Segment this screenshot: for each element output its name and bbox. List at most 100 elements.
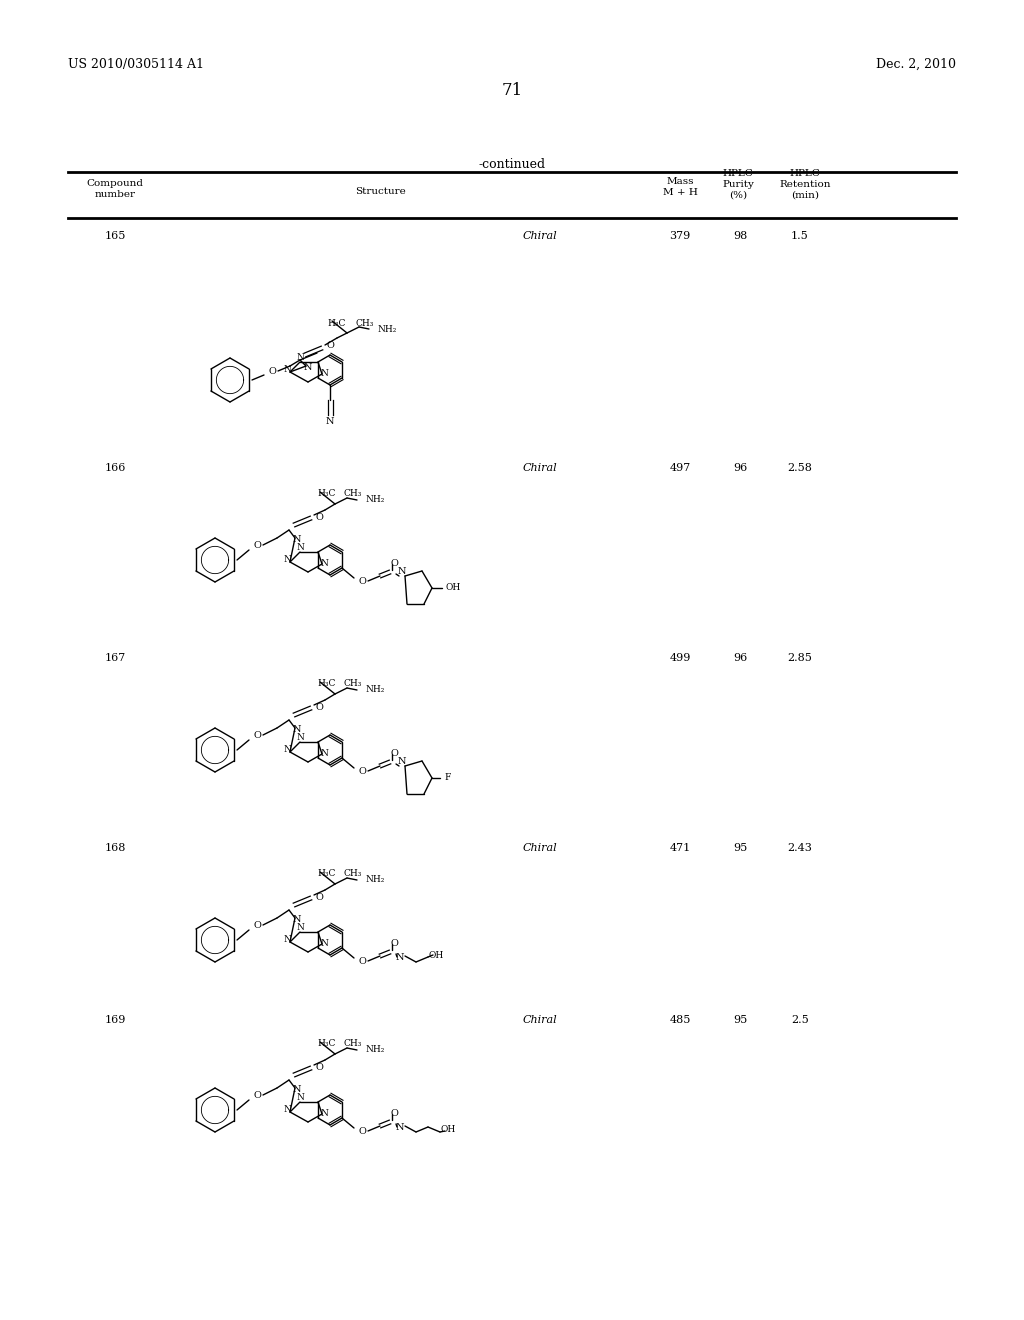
Text: O: O (253, 730, 261, 739)
Text: N: N (395, 953, 404, 961)
Text: O: O (253, 1090, 261, 1100)
Text: O: O (358, 767, 366, 776)
Text: N: N (321, 1109, 328, 1118)
Text: CH₃: CH₃ (355, 318, 374, 327)
Text: O: O (326, 342, 334, 351)
Text: N: N (304, 363, 312, 372)
Text: Mass: Mass (667, 177, 693, 186)
Text: O: O (390, 560, 398, 569)
Text: OH: OH (440, 1126, 456, 1134)
Text: (%): (%) (729, 191, 748, 201)
Text: F: F (444, 774, 451, 783)
Text: CH₃: CH₃ (343, 870, 361, 879)
Text: N: N (283, 936, 291, 945)
Text: 71: 71 (502, 82, 522, 99)
Text: 98: 98 (733, 231, 748, 242)
Text: N: N (283, 556, 291, 565)
Text: N: N (296, 924, 304, 932)
Text: N: N (296, 544, 304, 553)
Text: O: O (268, 367, 275, 375)
Text: NH₂: NH₂ (365, 495, 384, 504)
Text: 168: 168 (104, 843, 126, 853)
Text: N: N (283, 1106, 291, 1114)
Text: O: O (390, 940, 398, 949)
Text: 95: 95 (733, 843, 748, 853)
Text: 166: 166 (104, 463, 126, 473)
Text: CH₃: CH₃ (343, 490, 361, 499)
Text: (min): (min) (791, 191, 819, 201)
Text: CH₃: CH₃ (343, 680, 361, 689)
Text: 96: 96 (733, 653, 748, 663)
Text: 2.85: 2.85 (787, 653, 812, 663)
Text: N: N (395, 1122, 404, 1131)
Text: N: N (326, 417, 334, 426)
Text: O: O (390, 1110, 398, 1118)
Text: Dec. 2, 2010: Dec. 2, 2010 (876, 58, 956, 71)
Text: O: O (358, 577, 366, 586)
Text: NH₂: NH₂ (365, 1045, 384, 1055)
Text: Chiral: Chiral (522, 1015, 557, 1026)
Text: 499: 499 (670, 653, 690, 663)
Text: CH₃: CH₃ (343, 1040, 361, 1048)
Text: N: N (296, 354, 304, 363)
Text: H₃C: H₃C (317, 490, 336, 499)
Text: N: N (321, 368, 328, 378)
Text: O: O (315, 704, 323, 713)
Text: NH₂: NH₂ (365, 685, 384, 694)
Text: N: N (293, 1085, 301, 1094)
Text: US 2010/0305114 A1: US 2010/0305114 A1 (68, 58, 204, 71)
Text: 497: 497 (670, 463, 690, 473)
Text: M + H: M + H (663, 187, 697, 197)
Text: 1.5: 1.5 (792, 231, 809, 242)
Text: N: N (321, 558, 328, 568)
Text: 485: 485 (670, 1015, 690, 1026)
Text: O: O (253, 920, 261, 929)
Text: 379: 379 (670, 231, 690, 242)
Text: N: N (296, 1093, 304, 1102)
Text: H₃C: H₃C (317, 680, 336, 689)
Text: N: N (397, 758, 407, 767)
Text: 96: 96 (733, 463, 748, 473)
Text: O: O (253, 540, 261, 549)
Text: O: O (390, 750, 398, 759)
Text: 2.43: 2.43 (787, 843, 812, 853)
Text: N: N (321, 939, 328, 948)
Text: HPLC: HPLC (723, 169, 754, 178)
Text: N: N (293, 916, 301, 924)
Text: H₃C: H₃C (327, 318, 345, 327)
Text: NH₂: NH₂ (365, 875, 384, 884)
Text: H₃C: H₃C (317, 1040, 336, 1048)
Text: OH: OH (428, 950, 443, 960)
Text: number: number (94, 190, 135, 199)
Text: NH₂: NH₂ (377, 325, 396, 334)
Text: N: N (397, 568, 407, 577)
Text: O: O (358, 1126, 366, 1135)
Text: HPLC: HPLC (790, 169, 820, 178)
Text: N: N (321, 748, 328, 758)
Text: 167: 167 (104, 653, 126, 663)
Text: Purity: Purity (722, 180, 754, 189)
Text: O: O (315, 513, 323, 523)
Text: 95: 95 (733, 1015, 748, 1026)
Text: H₃C: H₃C (317, 870, 336, 879)
Text: OH: OH (446, 583, 461, 593)
Text: O: O (358, 957, 366, 965)
Text: 165: 165 (104, 231, 126, 242)
Text: -continued: -continued (478, 158, 546, 172)
Text: O: O (315, 894, 323, 903)
Text: Retention: Retention (779, 180, 830, 189)
Text: Chiral: Chiral (522, 843, 557, 853)
Text: N: N (283, 746, 291, 755)
Text: N: N (293, 536, 301, 544)
Text: O: O (315, 1064, 323, 1072)
Text: 471: 471 (670, 843, 690, 853)
Text: Chiral: Chiral (522, 463, 557, 473)
Text: 2.5: 2.5 (792, 1015, 809, 1026)
Text: N: N (293, 726, 301, 734)
Text: N: N (296, 734, 304, 742)
Text: Compound: Compound (86, 180, 143, 187)
Text: Structure: Structure (354, 187, 406, 195)
Text: 2.58: 2.58 (787, 463, 812, 473)
Text: Chiral: Chiral (522, 231, 557, 242)
Text: 169: 169 (104, 1015, 126, 1026)
